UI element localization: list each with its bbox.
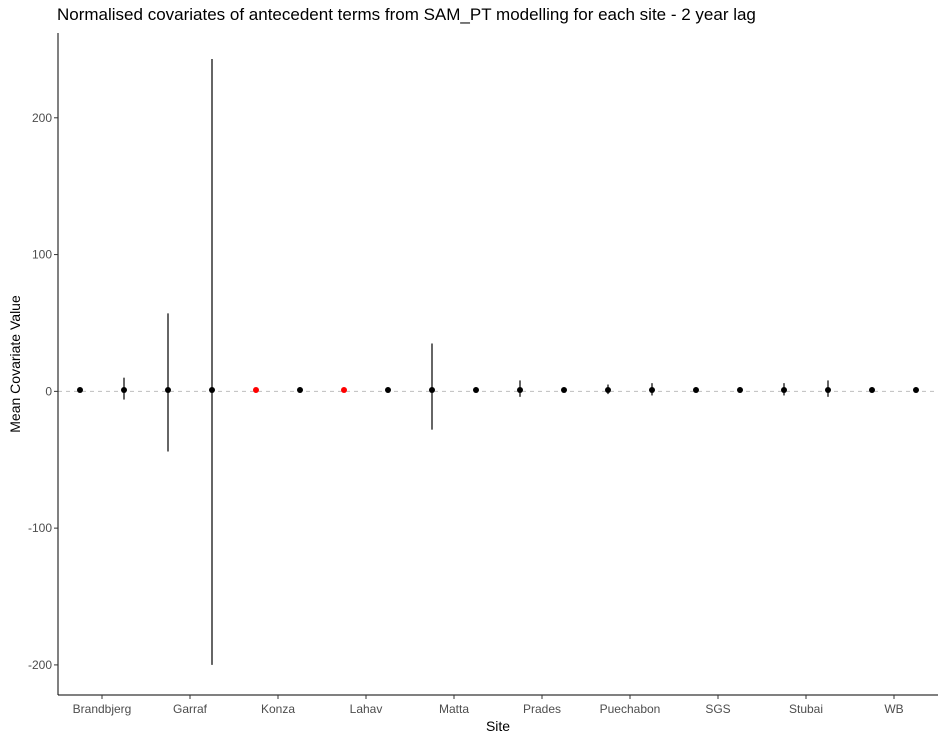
y-tick-label: 200 — [32, 111, 52, 125]
data-point — [209, 386, 215, 393]
x-tick-label: Garraf — [173, 702, 208, 716]
x-ticks-layer: Brandbjerg Garraf Konza Lahav Matta Prades Pue… — [73, 695, 904, 716]
data-point — [825, 386, 831, 393]
chart-title: Normalised covariates of antecedent term… — [57, 5, 756, 24]
data-point — [165, 386, 171, 393]
data-point — [77, 386, 83, 393]
x-tick-label: Stubai — [789, 702, 823, 716]
y-tick-label: 100 — [32, 248, 52, 262]
x-tick-label: Konza — [261, 702, 295, 716]
axes-layer — [57, 33, 938, 696]
data-point — [253, 386, 259, 393]
x-tick-label: WB — [884, 702, 903, 716]
data-point — [385, 386, 391, 393]
x-tick-label: Prades — [523, 702, 561, 716]
data-point — [737, 386, 743, 393]
data-point — [649, 386, 655, 393]
data-point — [429, 386, 435, 393]
data-point — [913, 386, 919, 393]
x-tick-label: Puechabon — [600, 702, 661, 716]
x-tick-label: SGS — [705, 702, 730, 716]
y-axis-title: Mean Covariate Value — [7, 295, 23, 433]
y-tick-label: 0 — [45, 384, 52, 398]
x-tick-label: Lahav — [350, 702, 383, 716]
x-tick-label: Matta — [439, 702, 469, 716]
data-point — [561, 386, 567, 393]
y-tick-label: -100 — [28, 521, 52, 535]
data-point — [605, 386, 611, 393]
x-axis-title: Site — [486, 718, 510, 734]
y-tick-label: -200 — [28, 658, 52, 672]
y-ticks-layer: -200 -100 0 100 200 — [28, 111, 58, 672]
error-bars-layer — [79, 58, 917, 665]
data-point — [517, 386, 523, 393]
x-tick-label: Brandbjerg — [73, 702, 132, 716]
data-point — [341, 386, 347, 393]
data-point — [869, 386, 875, 393]
data-point — [297, 386, 303, 393]
points-layer — [77, 386, 919, 393]
data-point — [473, 386, 479, 393]
data-point — [781, 386, 787, 393]
data-point — [693, 386, 699, 393]
data-point — [121, 386, 127, 393]
